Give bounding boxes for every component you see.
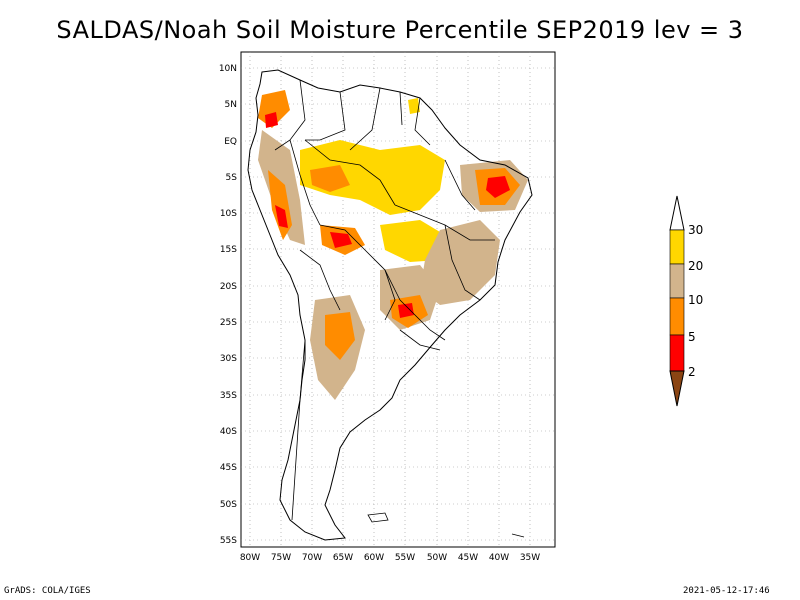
lon-label: 60W bbox=[364, 553, 384, 563]
legend-arrow-bottom bbox=[669, 370, 685, 407]
lon-label: 40W bbox=[489, 553, 509, 563]
lon-label: 65W bbox=[333, 553, 353, 563]
lat-label: 30S bbox=[220, 354, 237, 364]
shade-2-5-northeast bbox=[486, 176, 510, 198]
shade-2-5-colombia bbox=[265, 112, 278, 128]
lat-label: 55S bbox=[220, 536, 237, 546]
lat-labels: 10N 5N EQ 5S 10S 15S 20S 25S 30S 35S 40S… bbox=[219, 64, 237, 546]
lat-label: 5N bbox=[225, 100, 237, 110]
lat-label: 10S bbox=[220, 209, 237, 219]
lon-label: 70W bbox=[302, 553, 322, 563]
shade-5-10-argentina bbox=[325, 312, 355, 360]
lat-label: 35S bbox=[220, 391, 237, 401]
lon-label: 80W bbox=[240, 553, 260, 563]
percentile-shading bbox=[258, 90, 528, 400]
legend-swatch-10-20 bbox=[669, 263, 685, 299]
lon-label: 50W bbox=[427, 553, 447, 563]
shade-2-5-andes bbox=[275, 205, 288, 228]
south-america-outline bbox=[247, 69, 533, 541]
footer-timestamp: 2021-05-12-17:46 bbox=[683, 586, 770, 596]
lon-labels: 80W 75W 70W 65W 60W 55W 50W 45W 40W 35W bbox=[240, 553, 540, 563]
legend-label: 2 bbox=[688, 365, 696, 379]
shade-2-5-bolivia bbox=[330, 232, 352, 248]
legend-swatch-5-10 bbox=[669, 297, 685, 336]
shade-10-20-brazil-east bbox=[420, 220, 500, 305]
legend-label: 10 bbox=[688, 293, 703, 307]
coastline bbox=[247, 69, 533, 541]
legend-label: 5 bbox=[688, 330, 696, 344]
lat-label: EQ bbox=[224, 137, 237, 147]
shade-20-30-amazon bbox=[300, 140, 445, 215]
footer-credit: GrADS: COLA/IGES bbox=[4, 586, 91, 596]
shade-2-5-parana bbox=[398, 303, 414, 318]
falkland-islands bbox=[367, 512, 389, 523]
color-legend: 30 20 10 5 2 bbox=[669, 195, 703, 407]
legend-swatch-2-5 bbox=[669, 334, 685, 372]
lat-label: 25S bbox=[220, 318, 237, 328]
lat-label: 5S bbox=[226, 173, 238, 183]
country-borders bbox=[274, 79, 495, 521]
lat-label: 50S bbox=[220, 500, 237, 510]
lon-label: 75W bbox=[271, 553, 291, 563]
lat-label: 40S bbox=[220, 427, 237, 437]
map-title: SALDAS/Noah Soil Moisture Percentile SEP… bbox=[56, 16, 744, 44]
island-south-georgia bbox=[511, 533, 525, 538]
legend-label: 30 bbox=[688, 223, 703, 237]
shade-20-30-guiana bbox=[408, 98, 420, 114]
legend-swatch-20-30 bbox=[669, 229, 685, 265]
shade-20-30-central bbox=[380, 220, 445, 262]
lat-label: 10N bbox=[219, 64, 237, 74]
shade-5-10-amazon bbox=[310, 165, 350, 192]
legend-label: 20 bbox=[688, 259, 703, 273]
lat-label: 15S bbox=[220, 245, 237, 255]
lat-label: 20S bbox=[220, 282, 237, 292]
lon-label: 45W bbox=[458, 553, 478, 563]
lon-label: 35W bbox=[520, 553, 540, 563]
lat-label: 45S bbox=[220, 463, 237, 473]
legend-arrow-top bbox=[669, 195, 685, 231]
lon-label: 55W bbox=[395, 553, 415, 563]
